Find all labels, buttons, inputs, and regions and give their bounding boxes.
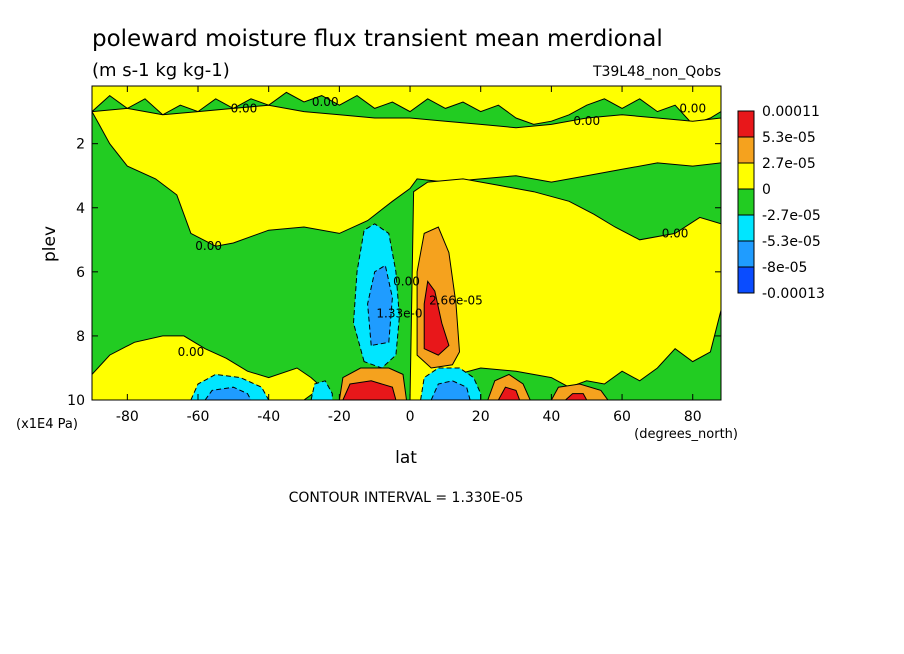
x-axis: -80 -60 -40 -20 0 20 40 60 80 xyxy=(116,86,702,425)
x-axis-label: lat xyxy=(395,448,417,468)
colorbar-label-2: 2.7e-05 xyxy=(762,156,816,172)
y-tick-label-2: 6 xyxy=(76,265,85,281)
colorbar-swatch-5 xyxy=(737,240,755,268)
contour-label-7: 0.00 xyxy=(393,274,420,288)
contour-label-3: 0.00 xyxy=(679,101,706,115)
colorbar: 0.00011 5.3e-05 2.7e-05 0 -2.7e-05 -5.3e-05 -8… xyxy=(737,104,825,302)
contour-field xyxy=(92,86,721,400)
x-tick-label-8: 80 xyxy=(684,409,702,425)
colorbar-swatch-1 xyxy=(737,136,755,164)
contour-region-6-2 xyxy=(487,373,531,400)
colorbar-label-3: 0 xyxy=(762,182,771,198)
contour-region-4-2 xyxy=(310,380,333,400)
contour-region-5-0 xyxy=(367,264,393,347)
colorbar-swatch-6 xyxy=(737,266,755,294)
chart-title: poleward moisture flux transient mean me… xyxy=(92,26,663,52)
contour-label-1: 0.00 xyxy=(312,95,339,109)
y-tick-label-4: 10 xyxy=(67,393,85,409)
colorbar-label-0: 0.00011 xyxy=(762,104,820,120)
colorbar-label-6: -8e-05 xyxy=(762,260,807,276)
y-axis-label: plev xyxy=(40,226,60,262)
contour-interval: CONTOUR INTERVAL = 1.330E-05 xyxy=(289,490,524,506)
colorbar-label-1: 5.3e-05 xyxy=(762,130,816,146)
contour-region-1-0 xyxy=(92,104,721,247)
contour-region-7-2 xyxy=(497,386,521,400)
contour-label-2: 0.00 xyxy=(573,114,600,128)
contour-label-6: 0.00 xyxy=(178,345,205,359)
colorbar-swatch-0 xyxy=(737,110,755,138)
y-tick-label-1: 4 xyxy=(76,201,85,217)
y-tick-label-0: 2 xyxy=(76,137,85,153)
y-axis: 2 4 6 8 10 xyxy=(67,137,721,409)
contour-region-3-0 xyxy=(92,335,323,400)
colorbar-label-4: -2.7e-05 xyxy=(762,208,821,224)
y-axis-unit: (x1E4 Pa) xyxy=(16,417,78,432)
y-tick-label-3: 8 xyxy=(76,329,85,345)
contour-labels: 0.00 0.00 0.00 0.00 0.00 0.00 0.00 0.00 1.33e-0 2… xyxy=(178,95,707,359)
colorbar-swatch-3 xyxy=(737,188,755,216)
contour-region-5-1 xyxy=(204,386,252,400)
contour-region-2-0 xyxy=(409,178,721,400)
x-tick-label-6: 40 xyxy=(542,409,560,425)
colorbar-swatch-2 xyxy=(737,162,755,190)
contour-region-5-2 xyxy=(430,380,471,400)
x-axis-unit: (degrees_north) xyxy=(634,427,738,442)
x-tick-label-7: 60 xyxy=(613,409,631,425)
chart-units: (m s-1 kg kg-1) xyxy=(92,60,230,81)
dataset-label: T39L48_non_Qobs xyxy=(592,64,721,80)
x-tick-label-3: -20 xyxy=(328,409,351,425)
contour-region-7-0 xyxy=(423,280,450,356)
colorbar-label-5: -5.3e-05 xyxy=(762,234,821,250)
x-tick-label-1: -60 xyxy=(187,409,210,425)
contour-label-9: 2.66e-05 xyxy=(429,294,483,308)
x-tick-label-4: 0 xyxy=(406,409,415,425)
contour-label-4: 0.00 xyxy=(195,239,222,253)
x-tick-label-5: 20 xyxy=(472,409,490,425)
x-tick-label-0: -80 xyxy=(116,409,139,425)
contour-label-5: 0.00 xyxy=(662,226,689,240)
contour-label-8: 1.33e-0 xyxy=(376,306,422,320)
x-tick-label-2: -40 xyxy=(257,409,280,425)
colorbar-label-7: -0.00013 xyxy=(762,286,825,302)
contour-region-6-3 xyxy=(550,383,609,400)
contour-label-0: 0.00 xyxy=(231,101,258,115)
contour-region-7-3 xyxy=(564,393,588,400)
plot-frame xyxy=(91,85,722,401)
colorbar-swatch-4 xyxy=(737,214,755,242)
contour-region-7-1 xyxy=(342,380,397,400)
